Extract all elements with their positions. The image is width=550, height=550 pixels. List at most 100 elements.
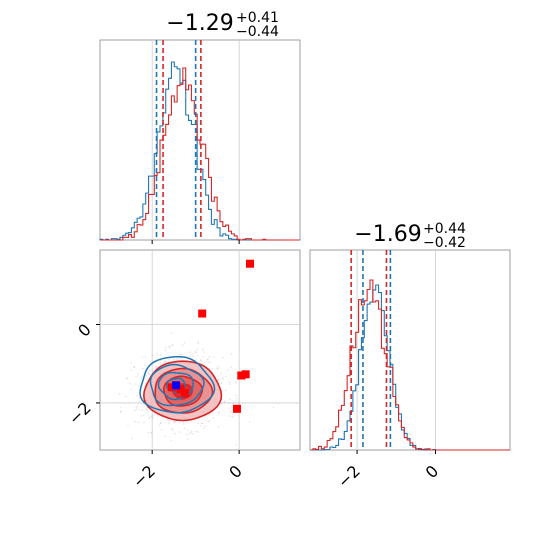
sample-point xyxy=(150,432,152,434)
sample-point xyxy=(127,425,129,427)
sample-point xyxy=(171,428,173,430)
sample-point xyxy=(224,389,227,392)
sample-point xyxy=(211,411,214,414)
panel-hist-y xyxy=(309,249,511,451)
sample-point xyxy=(118,393,121,395)
sample-point xyxy=(208,356,211,358)
sample-point xyxy=(216,367,219,369)
sample-point xyxy=(159,422,162,425)
sample-point xyxy=(199,425,202,427)
sample-point xyxy=(212,416,215,419)
red-marker xyxy=(167,383,176,392)
sample-point xyxy=(217,412,220,415)
sample-point xyxy=(147,431,149,434)
sample-point xyxy=(228,398,231,401)
sample-point xyxy=(159,354,162,357)
sample-point xyxy=(172,428,174,431)
sample-point xyxy=(137,421,139,424)
sample-point xyxy=(146,379,148,381)
sample-point xyxy=(142,403,145,405)
sample-point xyxy=(196,348,199,351)
sample-point xyxy=(232,402,234,405)
sample-point xyxy=(172,358,175,361)
sample-point xyxy=(179,353,182,356)
sample-point xyxy=(133,365,135,368)
sample-point xyxy=(192,352,194,355)
sample-point xyxy=(135,408,138,411)
sample-point xyxy=(207,358,209,361)
sample-point xyxy=(191,433,194,435)
tick-label-y: 0 xyxy=(74,320,95,341)
sample-point xyxy=(169,419,172,422)
sample-point xyxy=(168,345,171,348)
sample-point xyxy=(187,422,190,425)
sample-point xyxy=(174,432,176,435)
sample-point xyxy=(235,394,237,397)
sample-point xyxy=(236,397,238,400)
sample-point xyxy=(226,369,229,371)
sample-point xyxy=(171,344,173,347)
title-hist-y: −1.69 xyxy=(354,222,421,247)
sample-point xyxy=(186,433,188,436)
sample-point xyxy=(163,362,166,364)
panel-frame xyxy=(99,249,301,451)
sample-point xyxy=(221,376,224,379)
sample-point xyxy=(166,418,169,421)
sample-point xyxy=(138,397,140,399)
sample-point xyxy=(217,379,220,382)
red-marker xyxy=(176,385,185,394)
sample-point xyxy=(164,361,166,363)
sample-point xyxy=(190,430,193,432)
sample-point xyxy=(188,432,191,435)
sample-point xyxy=(174,420,176,423)
sample-point xyxy=(135,383,137,385)
sample-point xyxy=(156,352,159,355)
sample-point xyxy=(130,388,132,390)
sample-point xyxy=(230,366,233,368)
sample-point xyxy=(202,348,204,351)
sample-point xyxy=(183,423,185,425)
sample-point xyxy=(150,415,153,418)
sample-point xyxy=(208,360,210,363)
sample-point xyxy=(195,357,197,360)
sample-point xyxy=(202,427,205,430)
sample-point xyxy=(187,438,189,440)
sample-point xyxy=(144,364,146,367)
sample-point xyxy=(160,428,163,431)
sample-point xyxy=(212,356,215,359)
sample-point xyxy=(120,410,122,413)
sample-point xyxy=(200,422,203,425)
sample-point xyxy=(154,365,156,368)
sample-point xyxy=(200,359,202,362)
sample-point xyxy=(182,421,184,423)
sample-point xyxy=(141,375,143,378)
sample-point xyxy=(229,415,231,417)
sample-point xyxy=(196,354,199,357)
sample-point xyxy=(168,360,170,362)
title-hist-x: −1.29 xyxy=(166,11,233,36)
tick-label-x: −2 xyxy=(334,461,364,491)
sample-point xyxy=(197,431,199,433)
sample-point xyxy=(147,371,149,374)
sample-point xyxy=(159,364,161,367)
sample-point xyxy=(148,417,151,420)
sample-point xyxy=(216,367,219,370)
sample-point xyxy=(142,414,145,417)
sample-point xyxy=(130,369,133,371)
sample-point xyxy=(168,346,171,349)
sample-point xyxy=(208,420,210,423)
sample-point xyxy=(130,362,133,364)
sample-point xyxy=(189,355,191,357)
tick-label-x: 0 xyxy=(225,461,246,482)
sample-point xyxy=(133,420,136,423)
sample-point xyxy=(228,381,231,383)
hist-line-red xyxy=(310,279,510,451)
title-hist-x-plus: +0.41 xyxy=(236,10,279,26)
sample-point xyxy=(148,416,150,419)
sample-point xyxy=(151,415,154,417)
sample-point xyxy=(220,403,223,405)
sample-point xyxy=(211,367,214,370)
sample-point xyxy=(218,411,220,413)
sample-point xyxy=(195,351,197,353)
sample-point xyxy=(155,366,158,369)
